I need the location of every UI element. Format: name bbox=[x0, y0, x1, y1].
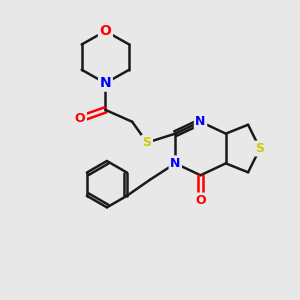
Text: N: N bbox=[100, 76, 111, 90]
Text: S: S bbox=[256, 142, 265, 155]
Text: O: O bbox=[100, 24, 111, 38]
Text: O: O bbox=[195, 194, 206, 207]
Text: S: S bbox=[142, 136, 152, 149]
Text: N: N bbox=[195, 115, 206, 128]
Text: N: N bbox=[170, 157, 181, 170]
Text: O: O bbox=[75, 112, 86, 125]
